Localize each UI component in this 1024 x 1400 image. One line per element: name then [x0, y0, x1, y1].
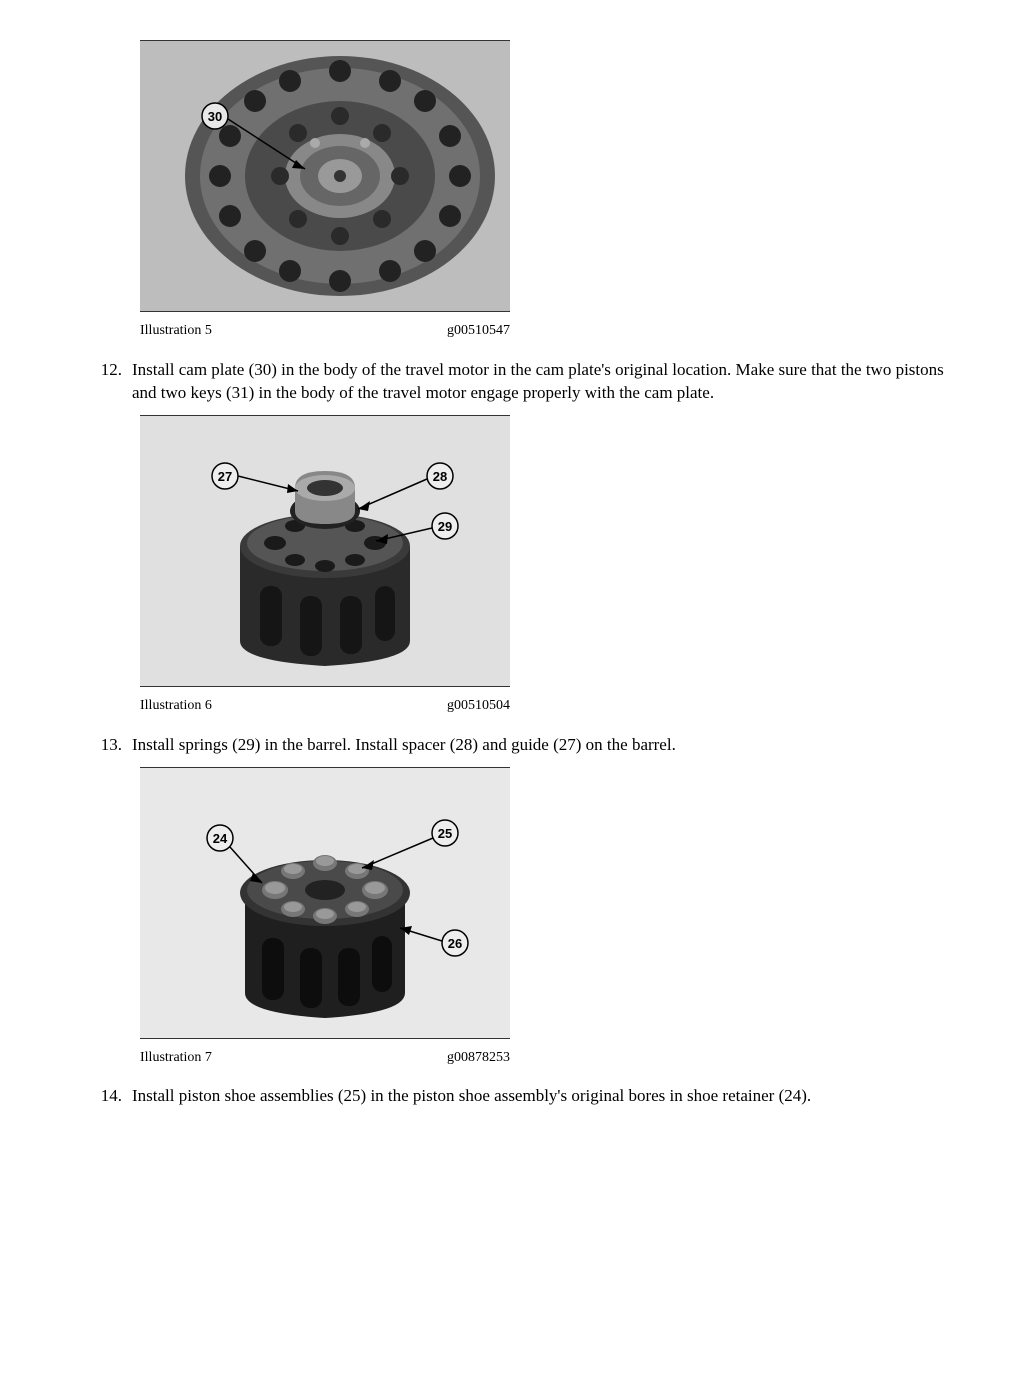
illustration-7-image: 24 25 26	[140, 767, 510, 1039]
callout-29: 29	[438, 519, 452, 534]
step-number: 14.	[80, 1085, 132, 1108]
caption-id: g00510504	[447, 697, 510, 716]
callout-28: 28	[433, 469, 447, 484]
callout-26: 26	[448, 936, 462, 951]
illustration-6-image: 27 28 29	[140, 415, 510, 687]
illustration-5-image: 30	[140, 40, 510, 312]
step-number: 12.	[80, 359, 132, 405]
caption-label: Illustration 7	[140, 1049, 212, 1068]
callout-24: 24	[213, 831, 228, 846]
figure-6: 27 28 29 Illustration 6 g00510504	[140, 415, 944, 716]
step-text: Install piston shoe assemblies (25) in t…	[132, 1085, 944, 1108]
illustration-7-caption: Illustration 7 g00878253	[140, 1049, 510, 1068]
callout-27: 27	[218, 469, 232, 484]
illustration-5-caption: Illustration 5 g00510547	[140, 322, 510, 341]
step-text: Install cam plate (30) in the body of th…	[132, 359, 944, 405]
caption-id: g00510547	[447, 322, 510, 341]
figure-7: 24 25 26 Illustration 7 g00878253	[140, 767, 944, 1068]
figure-5: 30 Illustration 5 g00510547	[140, 40, 944, 341]
caption-id: g00878253	[447, 1049, 510, 1068]
step-13: 13. Install springs (29) in the barrel. …	[80, 734, 944, 757]
step-12: 12. Install cam plate (30) in the body o…	[80, 359, 944, 405]
step-text: Install springs (29) in the barrel. Inst…	[132, 734, 944, 757]
illustration-6-caption: Illustration 6 g00510504	[140, 697, 510, 716]
step-14: 14. Install piston shoe assemblies (25) …	[80, 1085, 944, 1108]
caption-label: Illustration 5	[140, 322, 212, 341]
step-number: 13.	[80, 734, 132, 757]
callout-25: 25	[438, 826, 452, 841]
callout-30: 30	[208, 109, 222, 124]
caption-label: Illustration 6	[140, 697, 212, 716]
